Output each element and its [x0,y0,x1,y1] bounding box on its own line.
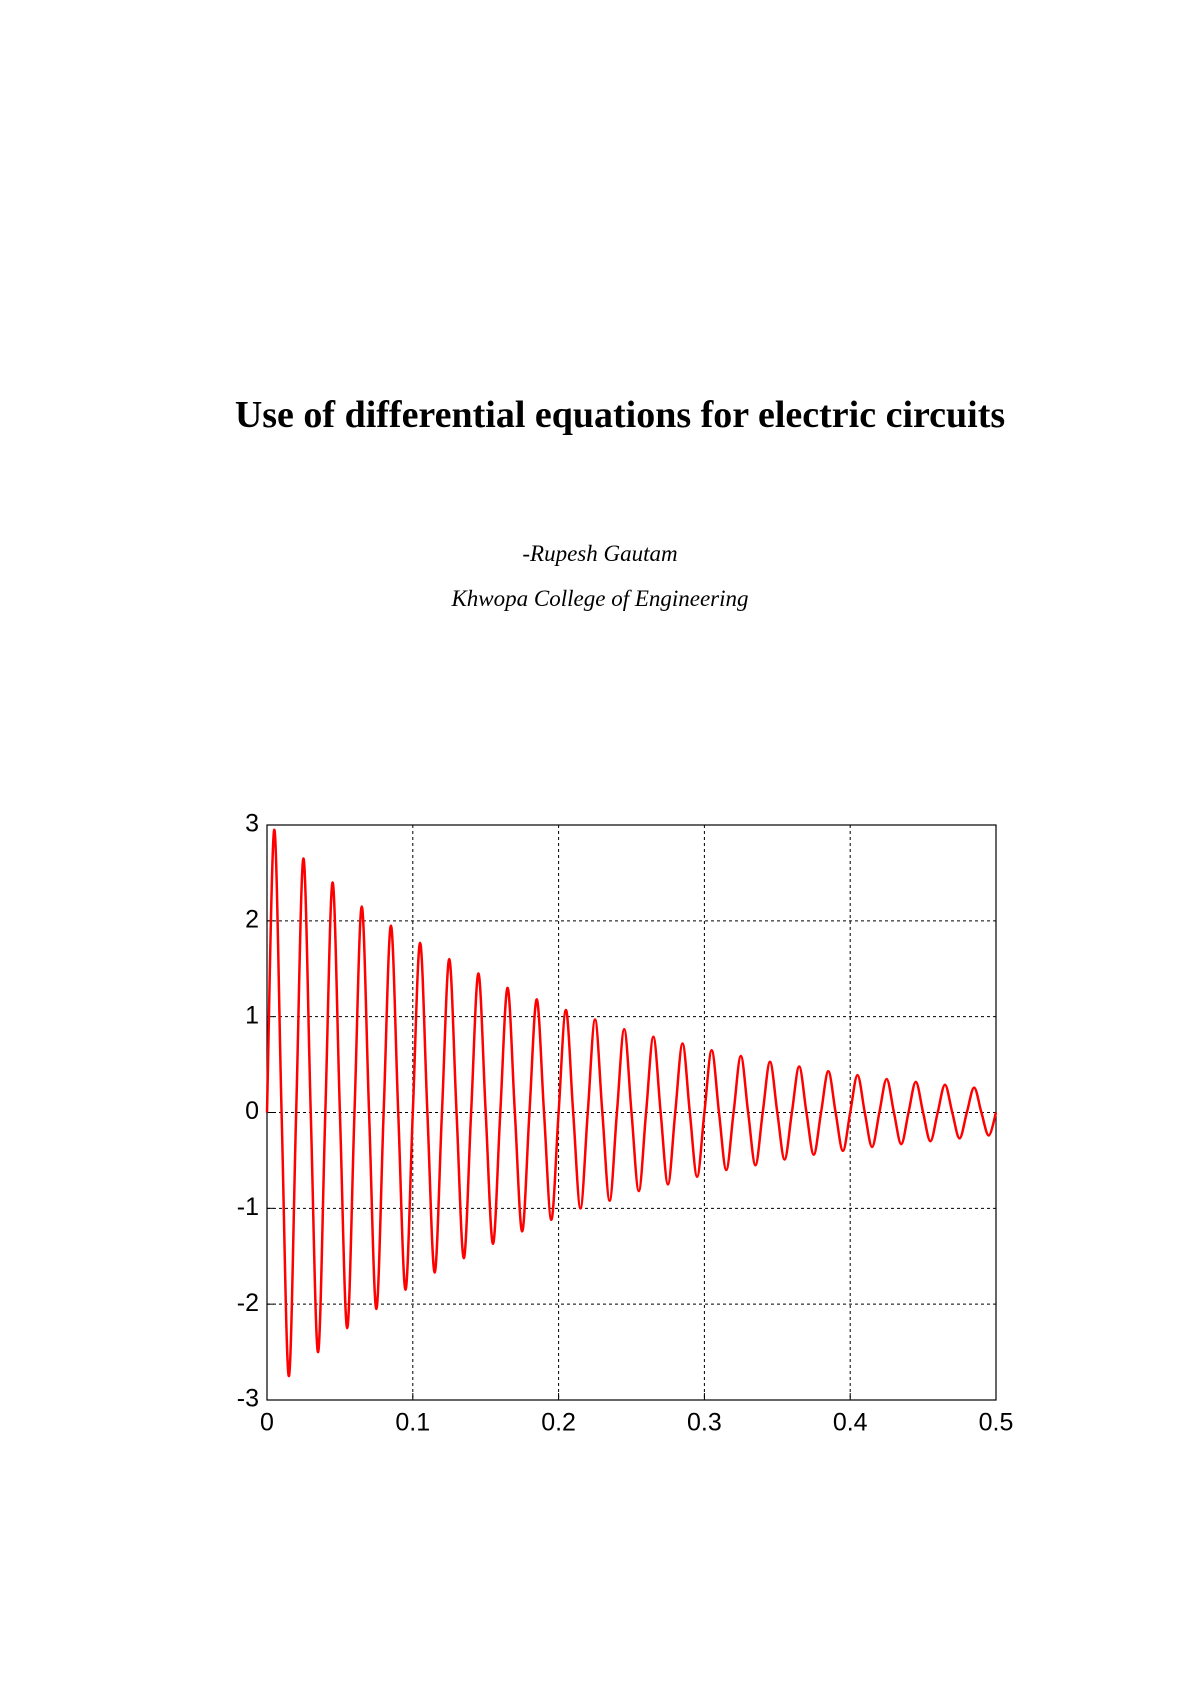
x-tick-label: 0.4 [833,1409,868,1437]
document-title: Use of differential equations for electr… [234,394,1006,436]
chart: -3 -2 -1 0 1 2 3 0 0.1 0.2 0.3 0.4 0.5 [237,810,1014,1437]
y-tick-label: 0 [245,1097,259,1125]
x-tick-label: 0.5 [979,1409,1014,1437]
y-tick-label: -2 [237,1289,259,1317]
x-tick-label: 0 [260,1409,274,1437]
x-tick-label: 0.3 [687,1409,722,1437]
affiliation: Khwopa College of Engineering [451,586,749,611]
y-tick-label: -1 [237,1193,259,1221]
y-tick-label: 2 [245,905,259,933]
y-tick-label: 1 [245,1001,259,1029]
author: -Rupesh Gautam [522,541,678,566]
y-tick-label: -3 [237,1385,259,1413]
y-tick-label: 3 [245,810,259,838]
x-tick-label: 0.1 [395,1409,430,1437]
data-line [265,828,998,1378]
x-tick-label: 0.2 [541,1409,576,1437]
